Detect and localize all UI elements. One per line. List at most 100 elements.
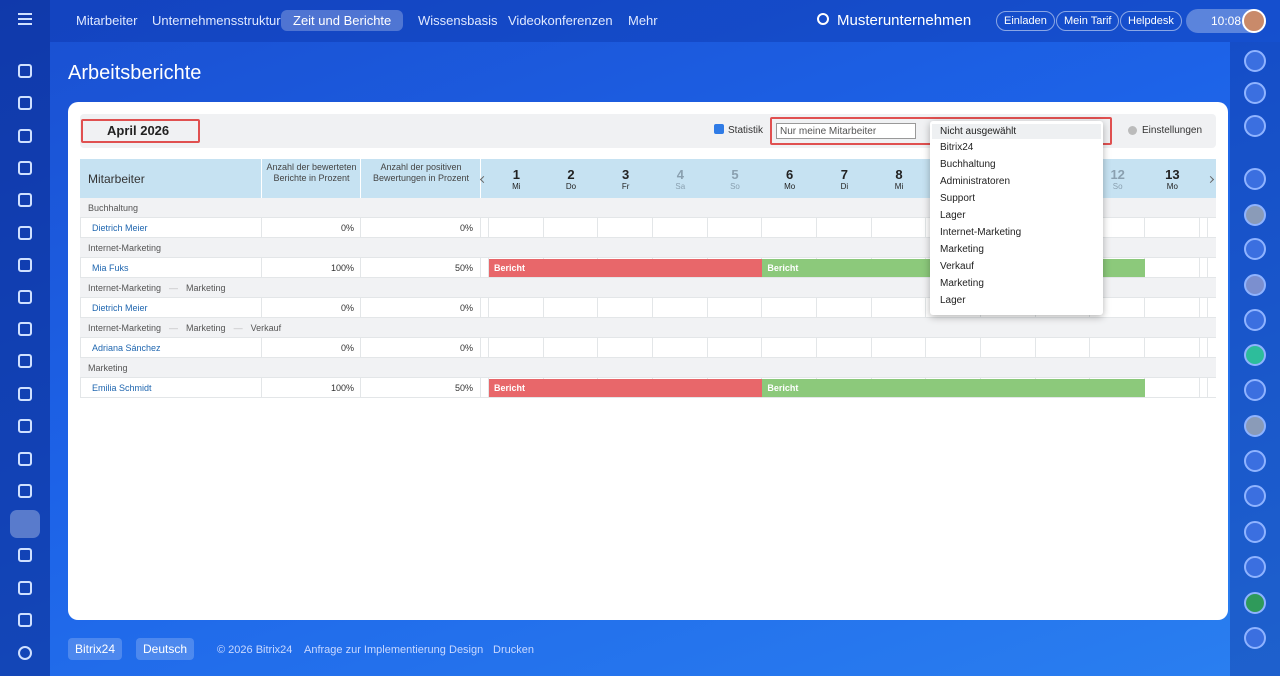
avatar[interactable]: [1244, 344, 1266, 366]
icon[interactable]: [18, 64, 32, 78]
checkbox[interactable]: [714, 124, 724, 134]
icon[interactable]: [1244, 379, 1266, 401]
cell: [598, 338, 653, 358]
cell: [1035, 338, 1091, 358]
nav-item[interactable]: Unternehmensstruktur: [152, 13, 281, 28]
dropdown-option[interactable]: Marketing: [940, 244, 984, 255]
header-button[interactable]: Helpdesk: [1120, 11, 1182, 31]
icon[interactable]: [1244, 309, 1266, 331]
avatar[interactable]: [1244, 274, 1266, 296]
icon[interactable]: [18, 226, 32, 240]
cell: [871, 338, 927, 358]
icon[interactable]: [18, 96, 32, 110]
statistics-label[interactable]: Statistik: [728, 125, 764, 136]
footer-link[interactable]: Design: [449, 644, 484, 656]
positive-percent: 0%: [459, 223, 473, 233]
dropdown-option[interactable]: Internet-Marketing: [940, 227, 1022, 238]
right-sidebar: [1230, 42, 1280, 676]
report-bar[interactable]: Bericht: [762, 379, 1146, 397]
menu-icon[interactable]: [18, 13, 32, 15]
dropdown-option[interactable]: Verkauf: [940, 261, 974, 272]
icon[interactable]: [1244, 627, 1266, 649]
icon[interactable]: [18, 161, 32, 175]
avatar[interactable]: [1242, 9, 1266, 33]
cell: [1090, 218, 1146, 238]
cell: [262, 298, 361, 318]
header-button[interactable]: Einladen: [996, 11, 1055, 31]
cell: [1200, 258, 1208, 278]
employee-name[interactable]: Mia Fuks: [92, 263, 129, 273]
icon[interactable]: [18, 322, 32, 336]
group-part: Internet-Marketing: [88, 283, 162, 293]
avatar[interactable]: [1244, 415, 1266, 437]
group-label: Marketing: [88, 363, 128, 373]
icon[interactable]: [18, 290, 32, 304]
icon[interactable]: [18, 419, 32, 433]
company-name[interactable]: Musterunternehmen: [837, 12, 972, 29]
dropdown-option[interactable]: Support: [940, 193, 976, 204]
report-bar[interactable]: Bericht: [489, 259, 763, 277]
nav-item[interactable]: Mitarbeiter: [76, 13, 138, 28]
icon[interactable]: [1244, 82, 1266, 104]
dropdown-option[interactable]: Bitrix24: [940, 142, 974, 153]
icon[interactable]: [18, 613, 32, 627]
icon[interactable]: [1244, 450, 1266, 472]
group-label: Internet-Marketing — Marketing: [88, 283, 226, 293]
positive-percent: 50%: [454, 263, 473, 273]
footer-link[interactable]: Anfrage zur Implementierung: [304, 644, 446, 656]
dropdown-option[interactable]: Buchhaltung: [940, 159, 996, 170]
cell: [762, 298, 817, 318]
avatar[interactable]: [1244, 204, 1266, 226]
employee-name[interactable]: Emilia Schmidt: [92, 383, 152, 393]
nav-item[interactable]: Videokonferenzen: [508, 13, 613, 28]
employee-name[interactable]: Adriana Sánchez: [92, 343, 161, 353]
day-num: 5: [731, 167, 739, 182]
dropdown-option[interactable]: Lager: [940, 210, 966, 221]
employee-name[interactable]: Dietrich Meier: [92, 303, 148, 313]
day-weekday: So: [730, 182, 740, 191]
footer-brand[interactable]: Bitrix24: [68, 638, 123, 660]
icon[interactable]: [18, 484, 32, 498]
nav-item[interactable]: Zeit und Berichte: [281, 10, 404, 31]
cell: [871, 298, 927, 318]
cell: [871, 218, 927, 238]
icon[interactable]: [18, 581, 32, 595]
icon[interactable]: [18, 387, 32, 401]
nav-item[interactable]: Wissensbasis: [418, 13, 498, 28]
icon[interactable]: [1244, 50, 1266, 72]
icon[interactable]: [18, 258, 32, 272]
icon[interactable]: [18, 129, 32, 143]
icon[interactable]: [1244, 521, 1266, 543]
filter-select[interactable]: Nur meine Mitarbeiter: [776, 123, 916, 139]
icon[interactable]: [18, 193, 32, 207]
dropdown-option[interactable]: Lager: [940, 295, 966, 306]
active-icon[interactable]: [10, 510, 40, 538]
dropdown-option[interactable]: Marketing: [940, 278, 984, 289]
employee-name[interactable]: Dietrich Meier: [92, 223, 148, 233]
settings[interactable]: Einstellungen: [1142, 125, 1203, 136]
icon[interactable]: [18, 548, 32, 562]
icon[interactable]: [1244, 168, 1266, 190]
icon[interactable]: [18, 646, 32, 660]
separator: —: [169, 323, 179, 333]
icon[interactable]: [18, 452, 32, 466]
report-bar[interactable]: Bericht: [489, 379, 763, 397]
header-label: Mitarbeiter: [88, 172, 145, 186]
footer-link[interactable]: Drucken: [493, 644, 534, 656]
icon[interactable]: [1244, 556, 1266, 578]
group-part: Marketing: [186, 283, 226, 293]
dropdown-option[interactable]: Administratoren: [940, 176, 1011, 187]
cell: [361, 378, 481, 398]
icon[interactable]: [1244, 115, 1266, 137]
day-num: 12: [1110, 167, 1125, 182]
month[interactable]: April 2026: [107, 123, 170, 138]
header-button[interactable]: Mein Tarif: [1056, 11, 1120, 31]
language[interactable]: Deutsch: [136, 638, 195, 660]
icon[interactable]: [1244, 238, 1266, 260]
cell: [707, 218, 763, 238]
icon[interactable]: [1244, 485, 1266, 507]
dropdown-option[interactable]: Nicht ausgewählt: [932, 124, 1101, 139]
icon[interactable]: [18, 354, 32, 368]
nav-item[interactable]: Mehr: [628, 13, 658, 28]
avatar[interactable]: [1244, 592, 1266, 614]
